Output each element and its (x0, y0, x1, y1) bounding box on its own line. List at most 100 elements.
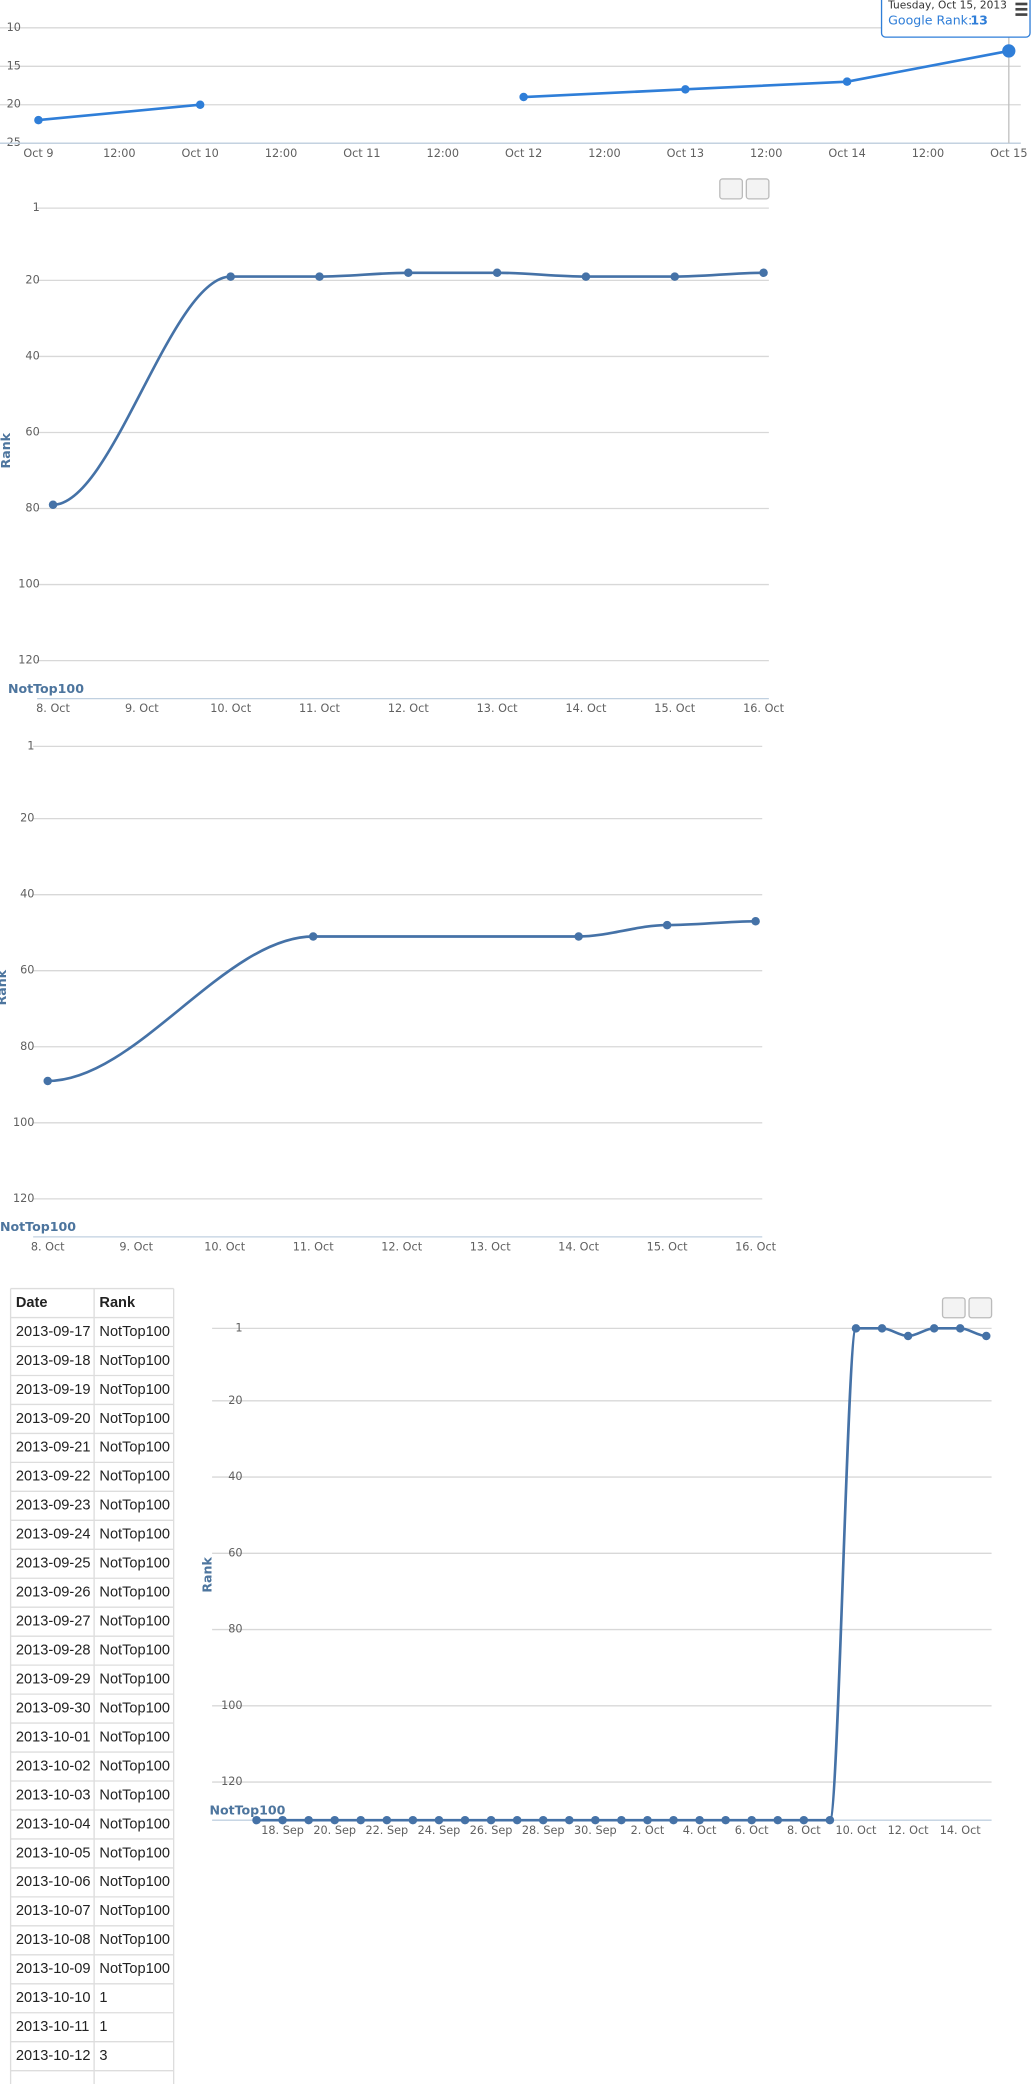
table-cell: 2013-10-06 (16, 1874, 91, 1890)
x-tick-label: 12:00 (588, 147, 620, 160)
data-point (581, 272, 591, 281)
x-tick-label: 2. Oct (631, 1824, 665, 1837)
table-cell: NotTop100 (99, 1874, 170, 1890)
x-tick-label: Oct 11 (343, 147, 380, 160)
x-tick-label: 12:00 (750, 147, 782, 160)
data-point (252, 1815, 261, 1825)
data-point (460, 1815, 470, 1825)
print-button[interactable] (941, 1297, 966, 1319)
table-cell: NotTop100 (99, 1556, 170, 1572)
print-button[interactable] (719, 178, 744, 200)
y-tick-label: 120 (221, 1775, 242, 1788)
table-cell: NotTop100 (99, 1324, 170, 1340)
table-cell: NotTop100 (99, 1961, 170, 1977)
data-point (773, 1815, 783, 1825)
data-point (643, 1815, 652, 1825)
table-cell: 2013-10-07 (16, 1903, 91, 1919)
y-tick-label: 10 (7, 21, 21, 34)
table-cell: 2013-09-21 (16, 1440, 91, 1456)
x-tick-label: 12:00 (103, 147, 135, 160)
data-point (304, 1815, 313, 1825)
x-tick-label: 13. Oct (477, 702, 519, 715)
table-cell: 2013-09-28 (16, 1643, 91, 1659)
data-point (681, 85, 690, 94)
data-point (877, 1324, 887, 1333)
table-cell: NotTop100 (99, 1700, 170, 1716)
table-cell: 1 (99, 1990, 107, 2006)
y-tick-label: NotTop100 (8, 681, 84, 696)
y-tick-label: 60 (228, 1546, 242, 1559)
table-cell: NotTop100 (99, 1498, 170, 1514)
menu-icon-bar (1015, 7, 1028, 11)
x-tick-label: 30. Sep (574, 1824, 617, 1837)
data-point (670, 272, 679, 281)
tooltip-title: Tuesday, Oct 15, 2013 (887, 0, 1007, 11)
x-tick-label: 15. Oct (647, 1240, 689, 1253)
table-cell: NotTop100 (99, 1932, 170, 1948)
x-tick-label: 24. Sep (418, 1824, 461, 1837)
x-tick-label: 10. Oct (210, 702, 252, 715)
data-point (315, 272, 324, 281)
export-button[interactable] (745, 178, 770, 200)
table-cell: 2013-09-26 (16, 1585, 91, 1601)
data-point (751, 917, 760, 926)
table-cell: NotTop100 (99, 1411, 170, 1427)
data-point (574, 932, 583, 941)
x-tick-label: 12:00 (427, 147, 459, 160)
table-cell: NotTop100 (99, 1643, 170, 1659)
table-cell: 2013-09-27 (16, 1614, 91, 1630)
tooltip-label: Google Rank: (888, 13, 972, 28)
data-point (356, 1815, 366, 1825)
y-tick-label: 20 (25, 273, 39, 286)
x-tick-label: 26. Sep (470, 1824, 513, 1837)
x-tick-label: 9. Oct (125, 702, 159, 715)
table-cell: NotTop100 (99, 1758, 170, 1774)
table-cell: NotTop100 (99, 1845, 170, 1861)
data-point (195, 100, 205, 109)
table-cell: NotTop100 (99, 1787, 170, 1803)
table-cell: 2013-09-30 (16, 1700, 91, 1716)
x-tick-label: 20. Sep (313, 1824, 356, 1837)
y-tick-label: 80 (20, 1040, 34, 1053)
table-cell: NotTop100 (99, 1671, 170, 1687)
data-point (747, 1815, 756, 1825)
series-line (38, 49, 1010, 122)
x-tick-label: Oct 12 (505, 147, 542, 160)
table-header: Date (16, 1295, 48, 1311)
x-tick-label: Oct 14 (828, 147, 865, 160)
x-tick-label: 11. Oct (293, 1240, 335, 1253)
y-tick-label: 40 (228, 1470, 242, 1483)
tooltip-value: 13 (970, 13, 988, 28)
x-tick-label: 8. Oct (787, 1824, 821, 1837)
x-tick-label: 12. Oct (381, 1240, 423, 1253)
y-tick-label: 60 (20, 964, 34, 977)
x-tick-label: 8. Oct (31, 1240, 65, 1253)
table-cell: 2013-09-17 (16, 1324, 91, 1340)
x-tick-label: Oct 10 (182, 147, 219, 160)
data-point (43, 1076, 52, 1086)
y-axis-title: Rank (0, 969, 9, 1005)
y-tick-label: 15 (7, 59, 21, 72)
y-axis-title: Rank (200, 1557, 215, 1593)
table-cell: NotTop100 (99, 1440, 170, 1456)
x-tick-label: Oct 9 (23, 147, 53, 160)
x-tick-label: 22. Sep (365, 1824, 408, 1837)
hover-point (1002, 44, 1016, 58)
y-tick-label: 20 (20, 812, 34, 825)
table-cell: 1 (99, 2019, 107, 2035)
y-tick-label: 80 (228, 1623, 242, 1636)
data-point (903, 1331, 913, 1341)
data-point (278, 1815, 287, 1825)
data-point (565, 1815, 574, 1825)
table-cell: 2013-09-29 (16, 1671, 91, 1687)
data-point (695, 1815, 704, 1825)
table-cell: 2013-09-23 (16, 1498, 91, 1514)
x-tick-label: 12. Oct (388, 702, 430, 715)
data-point (759, 268, 768, 278)
export-button[interactable] (968, 1297, 993, 1319)
data-point (842, 77, 852, 86)
x-tick-label: 10. Oct (836, 1824, 878, 1837)
export-buttons (719, 178, 993, 1319)
data-point (382, 1815, 392, 1825)
